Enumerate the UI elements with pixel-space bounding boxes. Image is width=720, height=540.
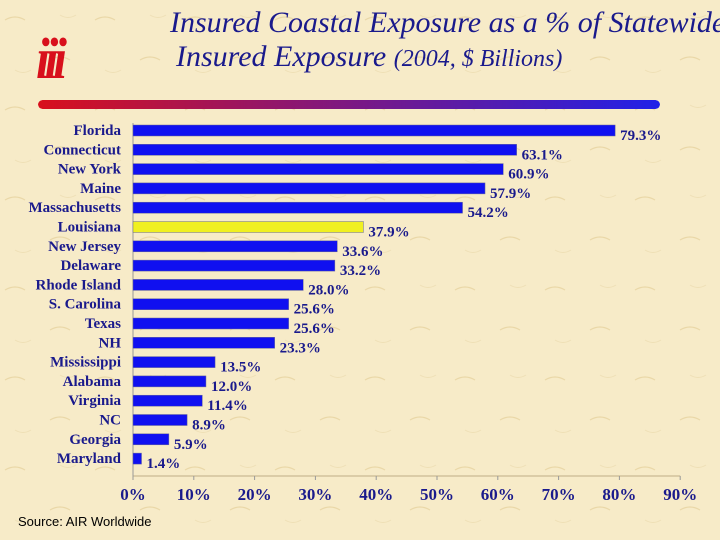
x-tick-label: 10% [177,485,211,504]
category-label: Massachusetts [29,200,122,216]
bar-nh [132,337,275,349]
bar-maryland [132,452,142,465]
data-label: 33.6% [342,244,383,260]
data-label: 33.2% [340,263,381,279]
category-label: Georgia [69,432,121,448]
category-label: New York [58,162,122,178]
category-label: Maine [80,181,121,197]
category-label: Virginia [68,393,121,409]
category-label: Alabama [63,374,122,390]
title-line-1: Insured Coastal Exposure as a % of State… [170,6,720,39]
bar-texas [132,317,289,330]
bar-new-york [132,163,504,175]
data-label: 12.0% [211,379,252,395]
x-tick-label: 90% [663,485,697,504]
bar-florida [132,124,616,137]
category-label: Delaware [60,258,121,274]
bar-chart: 0% 10% 20% 30% 40% 50% 60% 70% 80% 90% Florida 79.3… [29,123,697,504]
data-label: 8.9% [192,418,226,434]
title-line-2: Insured Exposure (2004, $ Billions) [0,40,720,76]
chart-title: Insured Coastal Exposure as a % of State… [0,6,720,76]
title-line-2-main: Insured Exposure [176,40,387,73]
category-label: Maryland [57,451,122,467]
category-label: NH [99,335,122,351]
bar-nc [132,414,188,426]
x-tick-label: 60% [481,485,515,504]
data-label: 79.3% [620,128,661,144]
data-label: 60.9% [508,167,549,183]
bar-louisiana [132,221,364,233]
data-label: 11.4% [207,398,247,414]
data-label: 23.3% [280,340,321,356]
category-label: Texas [85,316,121,332]
data-label: 25.6% [294,321,335,337]
x-tick-label: 40% [359,485,393,504]
bar-mississippi [132,356,216,368]
bar-maine [132,182,486,195]
category-label: Rhode Island [36,277,122,293]
category-label: Florida [74,123,122,139]
category-label: Connecticut [44,142,122,158]
title-divider [38,100,660,109]
data-label: 54.2% [468,205,509,221]
x-tick-label: 70% [542,485,576,504]
bar-alabama [132,375,207,388]
bar-s-carolina [132,298,289,310]
x-tick-label: 80% [602,485,636,504]
bar-rhode-island [132,279,304,291]
data-label: 1.4% [147,456,181,472]
iii-logo: iii [36,26,67,91]
data-label: 28.0% [308,282,349,298]
bar-georgia [132,433,170,446]
category-label: Louisiana [58,220,122,236]
data-label: 57.9% [490,186,531,202]
category-label: Mississippi [50,355,121,371]
bar-new-jersey [132,240,338,253]
x-tick-label: 50% [420,485,454,504]
data-label: 5.9% [174,437,208,453]
bar-connecticut [132,144,517,156]
category-label: New Jersey [48,239,121,255]
data-label: 63.1% [522,147,563,163]
x-tick-label: 0% [120,485,146,504]
data-label: 25.6% [294,302,335,318]
data-label: 37.9% [368,225,409,241]
x-tick-label: 30% [298,485,332,504]
bar-delaware [132,259,336,272]
x-tick-label: 20% [238,485,272,504]
bar-virginia [132,394,203,407]
category-label: S. Carolina [49,297,122,313]
source-note: Source: AIR Worldwide [18,514,152,529]
title-line-2-subtitle: (2004, $ Billions) [393,46,563,72]
category-label: NC [99,413,121,429]
bar-massachusetts [132,201,463,214]
data-label: 13.5% [220,360,261,376]
